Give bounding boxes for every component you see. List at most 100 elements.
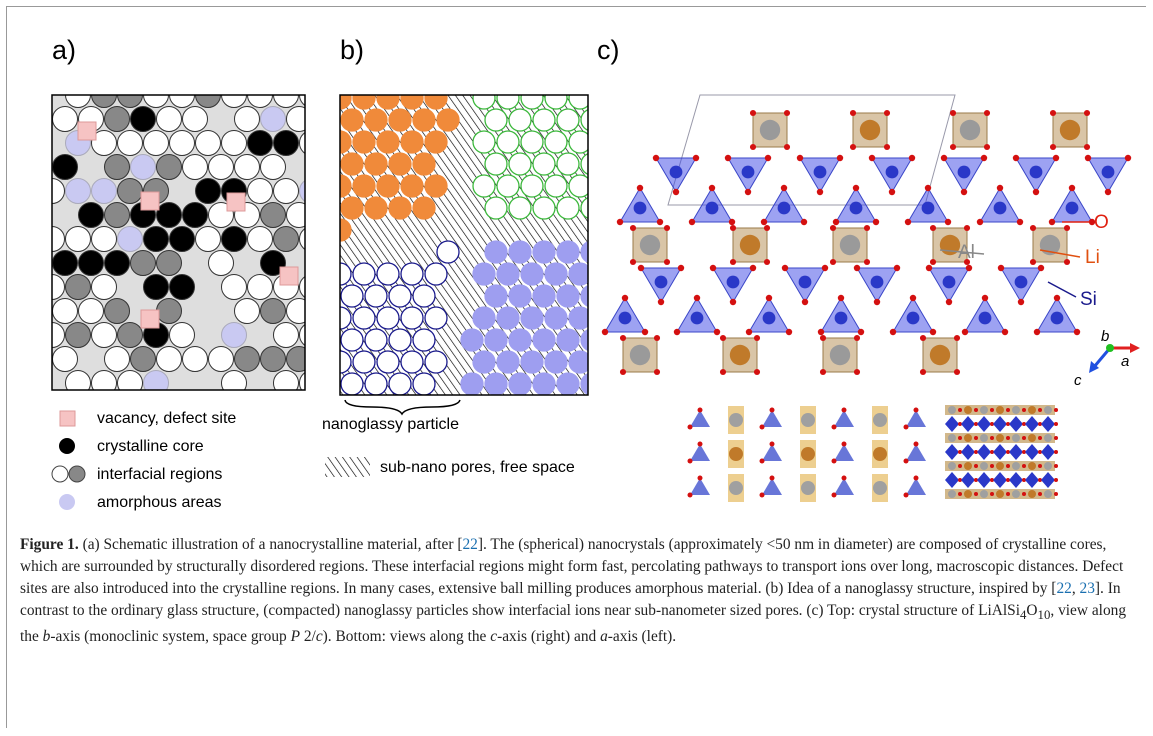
particle [118, 131, 143, 156]
legend-label: crystalline core [97, 438, 204, 455]
o-atom [664, 259, 670, 265]
atom-label: Al [958, 242, 975, 263]
particle [497, 131, 519, 153]
tetrahedron [1041, 472, 1055, 488]
particle [209, 251, 234, 276]
cation [729, 413, 743, 427]
o-atom [764, 225, 770, 231]
particle [521, 131, 543, 153]
particle [53, 107, 78, 132]
particle [425, 175, 447, 197]
tetrahedron [1009, 444, 1023, 460]
o-atom [654, 369, 660, 375]
o-atom [1125, 155, 1131, 161]
o-atom [784, 110, 790, 116]
particle [274, 131, 299, 156]
o-atom [950, 144, 956, 150]
tetrahedron [1025, 416, 1039, 432]
o-atom [904, 493, 909, 498]
particle [300, 131, 325, 156]
particle [144, 275, 169, 300]
si-atom [763, 312, 776, 325]
o-atom [1054, 492, 1058, 496]
reference[interactable]: 22 [462, 536, 477, 553]
o-atom [830, 259, 836, 265]
particle [248, 179, 273, 204]
particle [581, 285, 603, 307]
particle [313, 107, 338, 132]
particle [485, 285, 507, 307]
o-atom [689, 219, 695, 225]
nanoglass-schematic [329, 87, 603, 395]
o-atom [782, 265, 788, 271]
reference[interactable]: 23 [1080, 580, 1095, 597]
o-atom [920, 369, 926, 375]
o-atom [842, 442, 847, 447]
o-atom [958, 436, 962, 440]
tetrahedron [1009, 416, 1023, 432]
o-atom [1054, 408, 1058, 412]
o-atom [854, 335, 860, 341]
o-atom [850, 144, 856, 150]
cation [729, 447, 743, 461]
particle [473, 307, 495, 329]
particle [235, 347, 260, 372]
o-atom [602, 329, 608, 335]
cation [964, 490, 972, 498]
o-atom [1054, 295, 1060, 301]
cation [860, 120, 880, 140]
caption-text: -axis (right) and [497, 628, 600, 645]
cation [1044, 434, 1052, 442]
particle [401, 307, 423, 329]
cation [640, 235, 660, 255]
particle [437, 109, 459, 131]
o-atom [617, 219, 623, 225]
particle [473, 263, 495, 285]
o-atom [664, 225, 670, 231]
reference[interactable]: 22 [1056, 580, 1071, 597]
o-atom [1006, 492, 1010, 496]
particle [545, 131, 567, 153]
particle [235, 155, 260, 180]
o-atom [1084, 144, 1090, 150]
o-atom [642, 329, 648, 335]
nanocrystal-schematic [40, 83, 338, 396]
o-atom [710, 265, 716, 271]
particle [365, 109, 387, 131]
legend-label: vacancy, defect site [97, 410, 236, 427]
o-atom [854, 265, 860, 271]
o-atom [817, 189, 823, 195]
si-atom [778, 202, 791, 215]
si-atom [958, 166, 971, 179]
o-atom [1038, 492, 1042, 496]
particle [413, 153, 435, 175]
tetrahedron [906, 444, 926, 461]
caption-text: c [316, 628, 323, 645]
o-atom [766, 295, 772, 301]
particle [222, 227, 247, 252]
o-atom [894, 265, 900, 271]
cation [1028, 490, 1036, 498]
tetrahedron [977, 472, 991, 488]
o-atom [746, 329, 752, 335]
o-atom [945, 219, 951, 225]
o-atom [930, 329, 936, 335]
particle [287, 347, 312, 372]
cation [1044, 490, 1052, 498]
si-atom [814, 166, 827, 179]
o-atom [873, 219, 879, 225]
o-atom [786, 329, 792, 335]
o-atom [1018, 299, 1024, 305]
cation [1012, 490, 1020, 498]
o-atom [781, 185, 787, 191]
particle [461, 329, 483, 351]
o-atom [889, 189, 895, 195]
si-atom [670, 166, 683, 179]
tetrahedron [834, 410, 854, 427]
caption-text: ). Bottom: views along the [323, 628, 491, 645]
tetrahedron [961, 416, 975, 432]
particle [53, 347, 78, 372]
si-atom [742, 166, 755, 179]
o-atom [1054, 436, 1058, 440]
particle [248, 275, 273, 300]
